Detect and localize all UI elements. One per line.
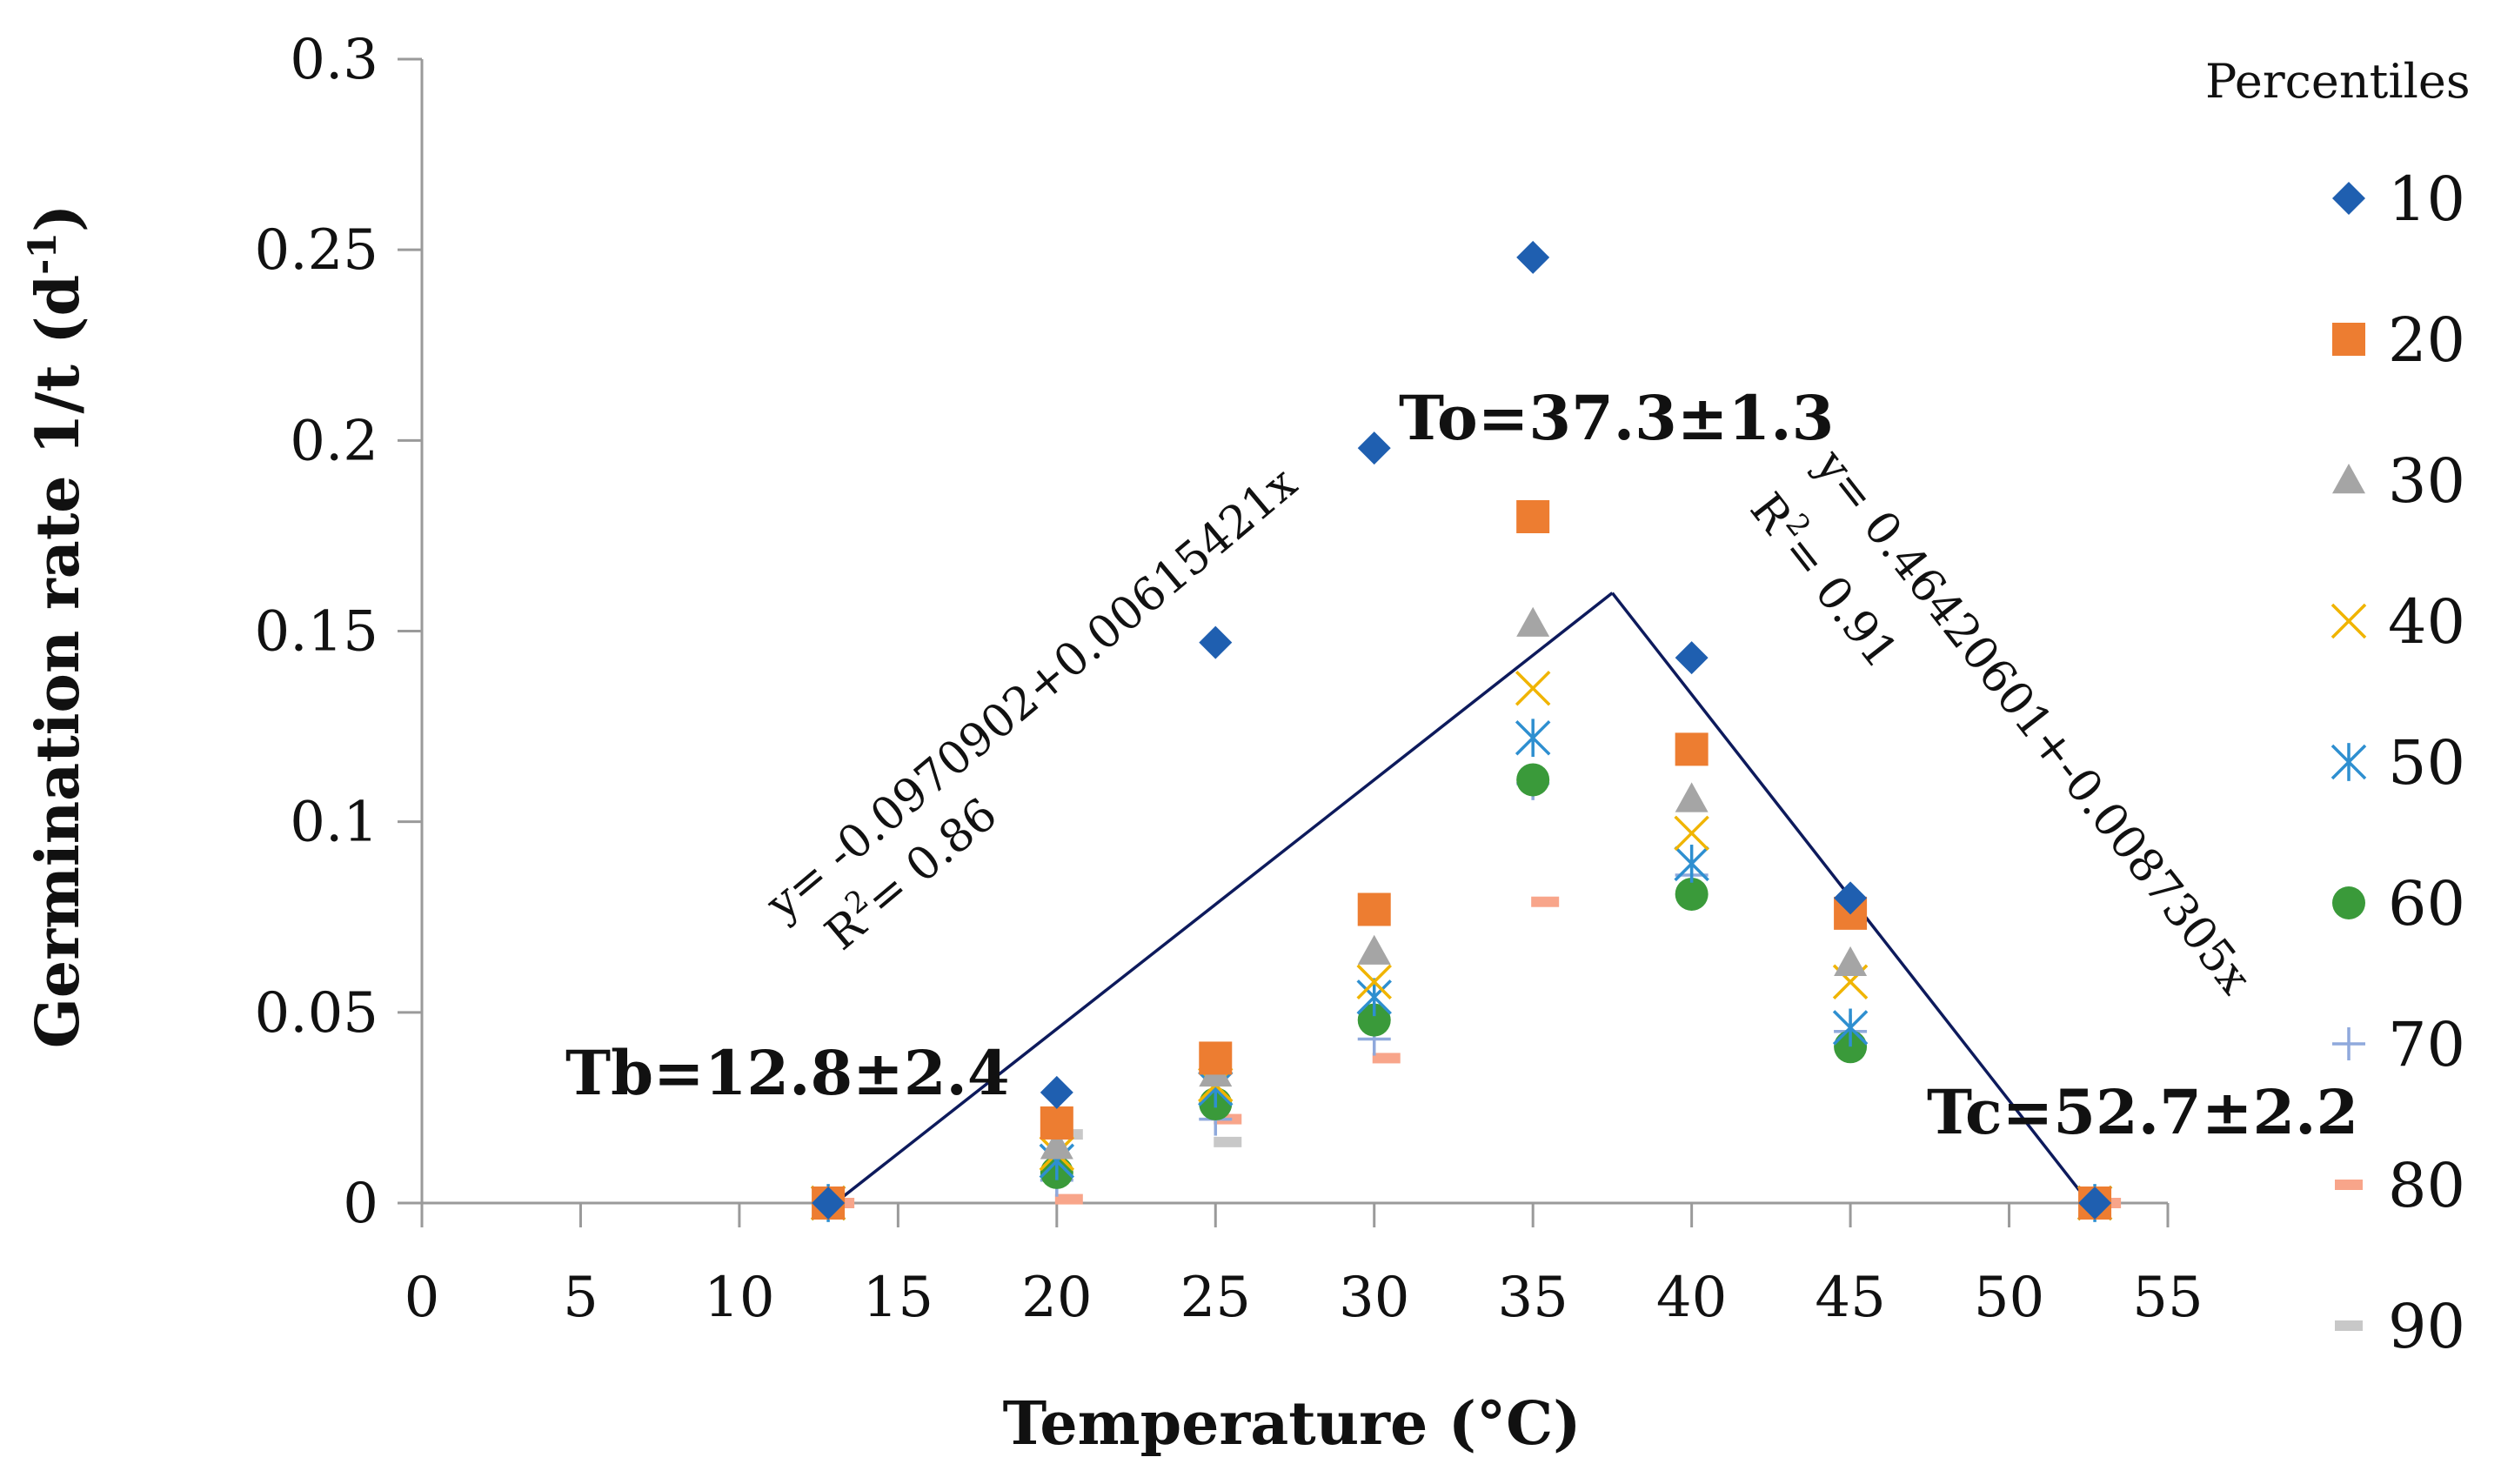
data-points [810, 240, 2122, 1222]
point-series-10 [2078, 1187, 2112, 1220]
y-tick-label: 0.1 [290, 791, 378, 855]
point-series-10 [1516, 240, 1550, 274]
x-axis-title: Temperature (°C) [1003, 1389, 1582, 1459]
legend-marker-40-stroke [2330, 603, 2367, 639]
x-tick-label: 10 [704, 1266, 774, 1330]
point-series-10 [812, 1187, 846, 1220]
x-tick-label: 20 [1021, 1266, 1092, 1330]
point-series-60 [1516, 763, 1550, 797]
legend-title: Percentiles [2205, 54, 2471, 109]
to-annotation: To=37.3±1.3 [1399, 382, 1834, 454]
y-axis-title-main: Germination rate 1/t (d [23, 275, 93, 1048]
x-tick-label: 40 [1656, 1266, 1727, 1330]
legend-marker-30 [2332, 464, 2365, 494]
y-tick-label: 0.2 [290, 409, 378, 473]
point-series-40-stroke [1674, 815, 1709, 852]
point-series-30 [1357, 934, 1391, 965]
legend-label-10: 10 [2388, 164, 2465, 235]
legend-marker-90 [2335, 1320, 2363, 1331]
legend-marker-70 [2332, 1027, 2365, 1060]
tb-annotation: Tb=12.8±2.4 [565, 1037, 1010, 1109]
axes: 0 5 10 15 20 25 30 35 40 45 50 55 0 0.05 0.1 0.15 0.2 0.2… [255, 28, 2203, 1330]
point-series-50 [1356, 978, 1392, 1017]
point-series-50 [1832, 1008, 1869, 1047]
point-series-20 [1516, 500, 1550, 533]
y-tick-label: 0.3 [290, 28, 378, 92]
x-tick-label: 15 [863, 1266, 933, 1330]
point-series-30 [1040, 1129, 1073, 1160]
y-tick-label: 0.15 [255, 600, 379, 665]
point-series-60 [1357, 1003, 1391, 1037]
legend-label-60: 60 [2388, 868, 2465, 939]
right-equation: y= 0.46420601+-0.0087305x [1804, 439, 2261, 1004]
legend-marker-50 [2330, 743, 2367, 781]
point-series-80 [1531, 896, 1560, 907]
right-equation-group: y= 0.46420601+-0.0087305x [1804, 439, 2261, 1004]
y-axis-title-close: ) [23, 204, 93, 232]
y-tick-label: 0 [343, 1172, 378, 1236]
legend-label-40: 40 [2388, 586, 2465, 658]
x-tick-label: 25 [1180, 1266, 1251, 1330]
point-series-40 [1674, 815, 1709, 852]
left-equation-group: y= -0.0970902+0.00615421x R2= 0.86 [756, 458, 1307, 961]
point-series-10 [1675, 641, 1709, 675]
point-series-80 [1054, 1193, 1083, 1205]
legend-marker-40 [2330, 603, 2367, 639]
point-series-80 [1372, 1053, 1401, 1064]
legend-marker-80 [2335, 1180, 2363, 1190]
legend-marker-10 [2332, 182, 2365, 215]
point-series-10 [1834, 881, 1868, 915]
point-series-50 [1674, 845, 1709, 883]
y-axis-title: Germination rate 1/t (d-1) [21, 204, 93, 1048]
y-tick-label: 0.25 [255, 218, 379, 283]
point-series-20 [1357, 892, 1391, 926]
point-series-60 [1675, 877, 1709, 911]
legend-label-30: 30 [2388, 445, 2465, 517]
y-tick-label: 0.05 [255, 981, 379, 1046]
point-series-20 [1675, 732, 1709, 766]
legend-label-20: 20 [2388, 304, 2465, 376]
point-series-40 [1515, 671, 1551, 706]
point-series-20 [1040, 1106, 1073, 1140]
point-series-30 [1516, 606, 1550, 637]
point-series-50 [1515, 719, 1551, 758]
point-series-30 [1675, 782, 1709, 812]
tc-annotation: Tc=52.7±2.2 [1927, 1076, 2358, 1148]
x-tick-label: 5 [563, 1266, 599, 1330]
point-series-10 [1040, 1075, 1073, 1109]
left-equation: y= -0.0970902+0.00615421x [756, 458, 1307, 932]
point-series-30 [1834, 946, 1868, 977]
point-series-60 [1834, 1030, 1868, 1064]
y-axis-title-group: Germination rate 1/t (d-1) [21, 204, 93, 1048]
legend-label-90: 90 [2388, 1291, 2465, 1362]
x-tick-label: 0 [405, 1266, 440, 1330]
x-tick-label: 30 [1339, 1266, 1409, 1330]
point-series-40-stroke [1356, 964, 1392, 1000]
point-series-10 [1357, 431, 1391, 465]
x-tick-label: 55 [2132, 1266, 2203, 1330]
point-series-40-stroke [1515, 671, 1551, 706]
fit-line-rising [814, 592, 1614, 1220]
y-axis-title-sup: -1 [21, 232, 65, 275]
point-series-10 [1199, 625, 1233, 659]
x-tick-label: 50 [1974, 1266, 2044, 1330]
point-series-90 [1214, 1136, 1242, 1147]
legend-marker-60 [2332, 886, 2365, 919]
legend: 10 20 30 40 50 60 70 80 90 [2330, 164, 2465, 1362]
legend-label-50: 50 [2388, 727, 2465, 799]
legend-label-80: 80 [2388, 1150, 2465, 1221]
legend-marker-20 [2332, 323, 2365, 356]
x-tick-label: 45 [1815, 1266, 1885, 1330]
point-series-40 [1356, 964, 1392, 1000]
legend-label-70: 70 [2388, 1009, 2465, 1080]
x-tick-label: 35 [1497, 1266, 1568, 1330]
point-series-20 [1199, 1041, 1233, 1075]
